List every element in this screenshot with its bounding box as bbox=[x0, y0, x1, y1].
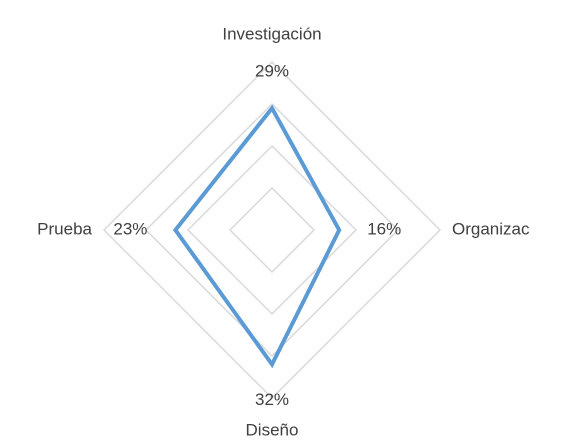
data-label: 32% bbox=[255, 390, 289, 409]
series-line bbox=[172, 104, 342, 369]
data-label: 29% bbox=[255, 62, 289, 81]
category-label: Prueba bbox=[37, 219, 92, 238]
category-label: Diseño bbox=[246, 420, 299, 439]
data-label: 23% bbox=[113, 219, 147, 238]
grid-ring bbox=[144, 102, 400, 358]
grid-ring bbox=[186, 144, 358, 316]
data-label: 16% bbox=[367, 219, 401, 238]
grid-ring bbox=[228, 186, 316, 274]
category-label: Investigación bbox=[222, 24, 321, 43]
category-label: Organizac bbox=[452, 219, 530, 238]
grid-ring bbox=[102, 60, 442, 400]
